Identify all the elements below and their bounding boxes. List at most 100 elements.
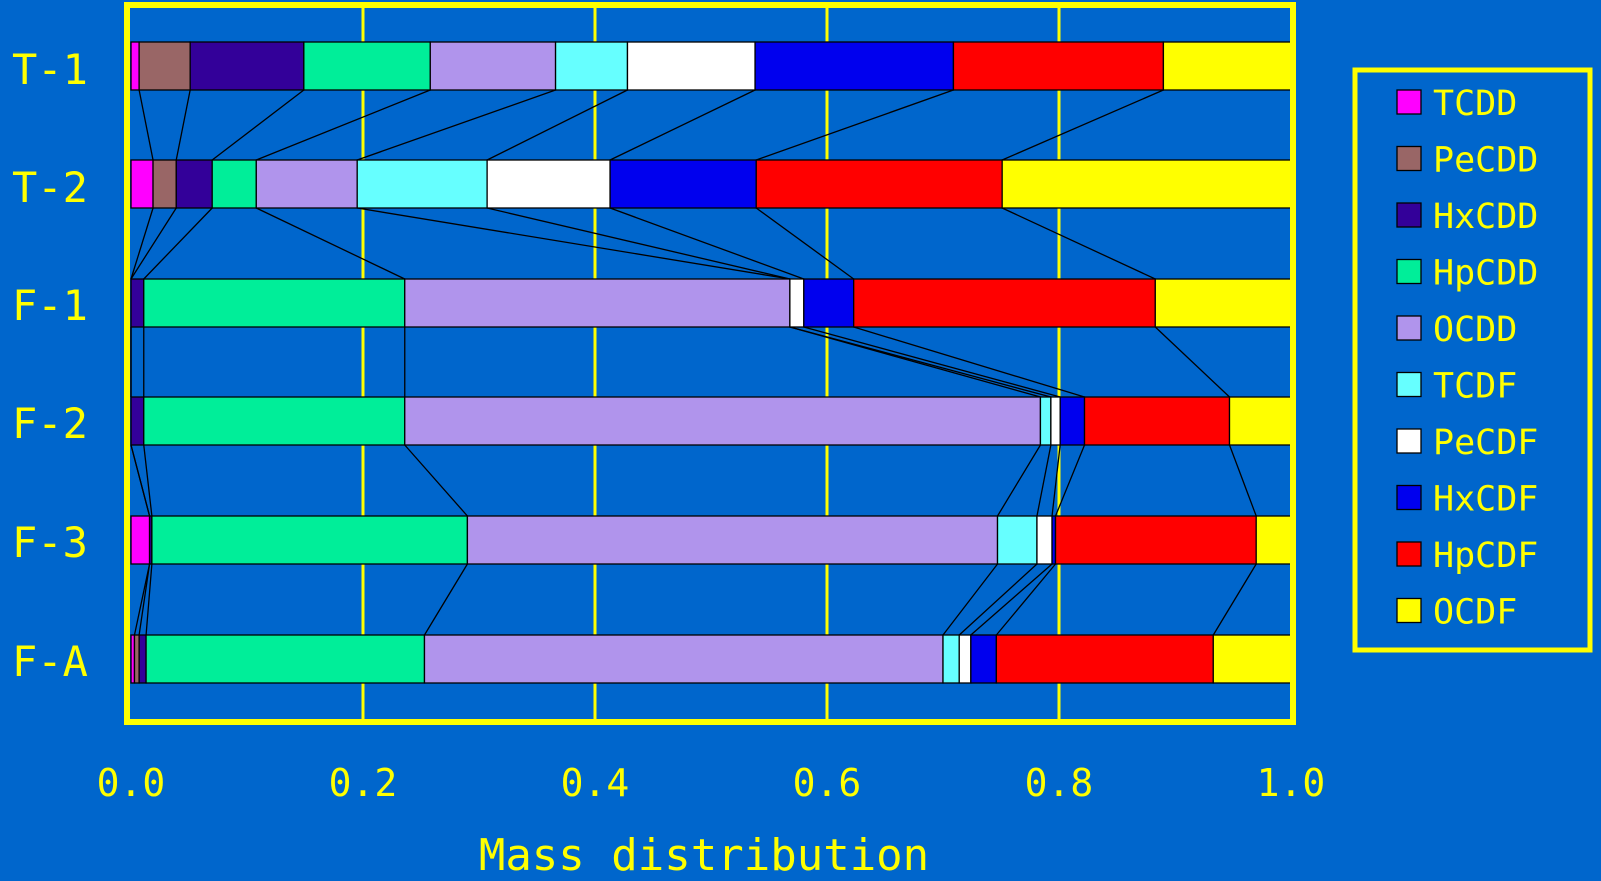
legend-label: OCDF bbox=[1433, 593, 1517, 633]
category-label: F-2 bbox=[12, 399, 88, 448]
connector-line bbox=[145, 563, 153, 636]
connector-line bbox=[970, 563, 1053, 636]
bar-segment-hxcdd bbox=[130, 278, 145, 328]
bar-segment-pecdd bbox=[138, 41, 191, 91]
connector-line bbox=[942, 563, 999, 636]
bar-segment-hxcdf bbox=[1059, 396, 1086, 446]
bar-segment-hxcdd bbox=[138, 634, 147, 684]
connector-line bbox=[138, 563, 151, 636]
legend-label: HxCDD bbox=[1433, 197, 1538, 237]
connector-line bbox=[357, 207, 790, 280]
legend-swatch bbox=[1396, 428, 1422, 454]
plot-frame bbox=[124, 2, 1296, 725]
bar-segment-tcdd bbox=[130, 159, 154, 209]
bar-segment-tcdf bbox=[942, 634, 960, 684]
connector-line bbox=[130, 207, 154, 280]
connector-layer bbox=[130, 89, 1257, 636]
bar-segment-tcdf bbox=[1039, 396, 1052, 446]
bar-segment-ocdf bbox=[1001, 159, 1292, 209]
connector-line bbox=[256, 89, 431, 161]
legend-label: HxCDF bbox=[1433, 480, 1538, 520]
bar-segment-pecdf bbox=[1050, 396, 1061, 446]
bar-segment-hpcdf bbox=[853, 278, 1156, 328]
bar-segment-hpcdf bbox=[755, 159, 1003, 209]
bar-segment-tcdd bbox=[130, 41, 140, 91]
connector-line bbox=[130, 444, 151, 517]
bar-segment-hpcdd bbox=[143, 396, 406, 446]
bar-segment-ocdd bbox=[404, 278, 791, 328]
bar-segment-pecdf bbox=[789, 278, 805, 328]
legend-label: OCDD bbox=[1433, 310, 1517, 350]
connector-line bbox=[756, 89, 954, 161]
connector-line bbox=[1212, 563, 1257, 636]
connector-line bbox=[1154, 326, 1230, 398]
category-label: T-2 bbox=[12, 163, 88, 212]
bar-segment-hxcdd bbox=[189, 41, 305, 91]
x-tick-label: 0.0 bbox=[97, 761, 166, 805]
connector-line bbox=[803, 326, 1061, 398]
x-axis-title: Mass distribution bbox=[479, 830, 929, 881]
legend-swatch bbox=[1396, 371, 1422, 398]
connector-line bbox=[423, 563, 468, 636]
bar-segment-hpcdf bbox=[995, 634, 1214, 684]
connector-line bbox=[356, 89, 556, 161]
connector-line bbox=[175, 89, 191, 161]
legend-swatch bbox=[1396, 202, 1422, 228]
bar-segment-ocdd bbox=[255, 159, 358, 209]
legend-swatch bbox=[1396, 89, 1422, 115]
legend-items: TCDD PeCDD HxCDD HpCDD OCDD TCDF PeCDF HxCDF HpC… bbox=[1396, 84, 1538, 633]
bar-segment-pecdf bbox=[1036, 515, 1053, 565]
legend-label: TCDD bbox=[1433, 84, 1517, 124]
bar-segment-hpcdf bbox=[1054, 515, 1257, 565]
connector-line bbox=[138, 89, 154, 161]
legend-swatch bbox=[1396, 541, 1422, 567]
bar-segment-tcdd bbox=[130, 515, 151, 565]
category-label: F-3 bbox=[12, 518, 88, 567]
legend-swatch bbox=[1396, 258, 1422, 285]
category-labels: T-1 T-2 F-1 F-2 F-3 F-A bbox=[12, 45, 88, 686]
bar-segment-hpcdf bbox=[952, 41, 1165, 91]
grid-layer bbox=[361, 5, 1061, 722]
bar-segment-hxcdf bbox=[970, 634, 998, 684]
x-tick-labels: 0.0 0.2 0.4 0.6 0.8 1.0 bbox=[97, 761, 1326, 805]
bar-segment-tcdf bbox=[554, 41, 629, 91]
bar-segment-ocdf bbox=[1255, 515, 1292, 565]
bar-segment-tcdf bbox=[356, 159, 488, 209]
bar-segment-hpcdf bbox=[1083, 396, 1231, 446]
connector-line bbox=[255, 207, 406, 280]
legend-swatch bbox=[1396, 484, 1422, 511]
bar-segment-hxcdf bbox=[803, 278, 855, 328]
x-tick-label: 0.4 bbox=[561, 761, 630, 805]
connector-line bbox=[1228, 444, 1257, 517]
connector-line bbox=[609, 207, 805, 280]
legend-label: PeCDD bbox=[1433, 141, 1538, 181]
bar-segment-ocdd bbox=[466, 515, 999, 565]
bar-segment-hpcdd bbox=[303, 41, 431, 91]
connector-line bbox=[755, 207, 855, 280]
legend-box bbox=[1352, 67, 1593, 653]
bar-segment-ocdf bbox=[1162, 41, 1292, 91]
connector-line bbox=[996, 444, 1041, 517]
bar-segment-hpcdd bbox=[145, 634, 426, 684]
bar-segment-hxcdf bbox=[609, 159, 757, 209]
connector-line bbox=[143, 207, 213, 280]
bar-segment-ocdd bbox=[423, 634, 944, 684]
legend-swatch bbox=[1396, 315, 1422, 341]
connector-line bbox=[1036, 444, 1052, 517]
connector-line bbox=[211, 89, 305, 161]
category-label: F-1 bbox=[12, 281, 88, 330]
bar-segment-ocdd bbox=[404, 396, 1042, 446]
connector-line bbox=[1001, 89, 1164, 161]
legend-label: HpCDF bbox=[1433, 536, 1538, 576]
bar-segment-tcdf bbox=[996, 515, 1038, 565]
bar-segment-hxcdf bbox=[754, 41, 955, 91]
bar-segment-ocdf bbox=[1212, 634, 1292, 684]
connector-line bbox=[133, 563, 151, 636]
legend-label: TCDF bbox=[1433, 367, 1517, 407]
legend: TCDD PeCDD HxCDD HpCDD OCDD TCDF PeCDF HxCDF HpC… bbox=[1352, 67, 1593, 653]
bar-segment-hpcdd bbox=[143, 278, 406, 328]
connector-line bbox=[404, 444, 468, 517]
connector-line bbox=[130, 207, 177, 280]
connector-line bbox=[995, 563, 1057, 636]
bar-segment-ocdf bbox=[1228, 396, 1292, 446]
